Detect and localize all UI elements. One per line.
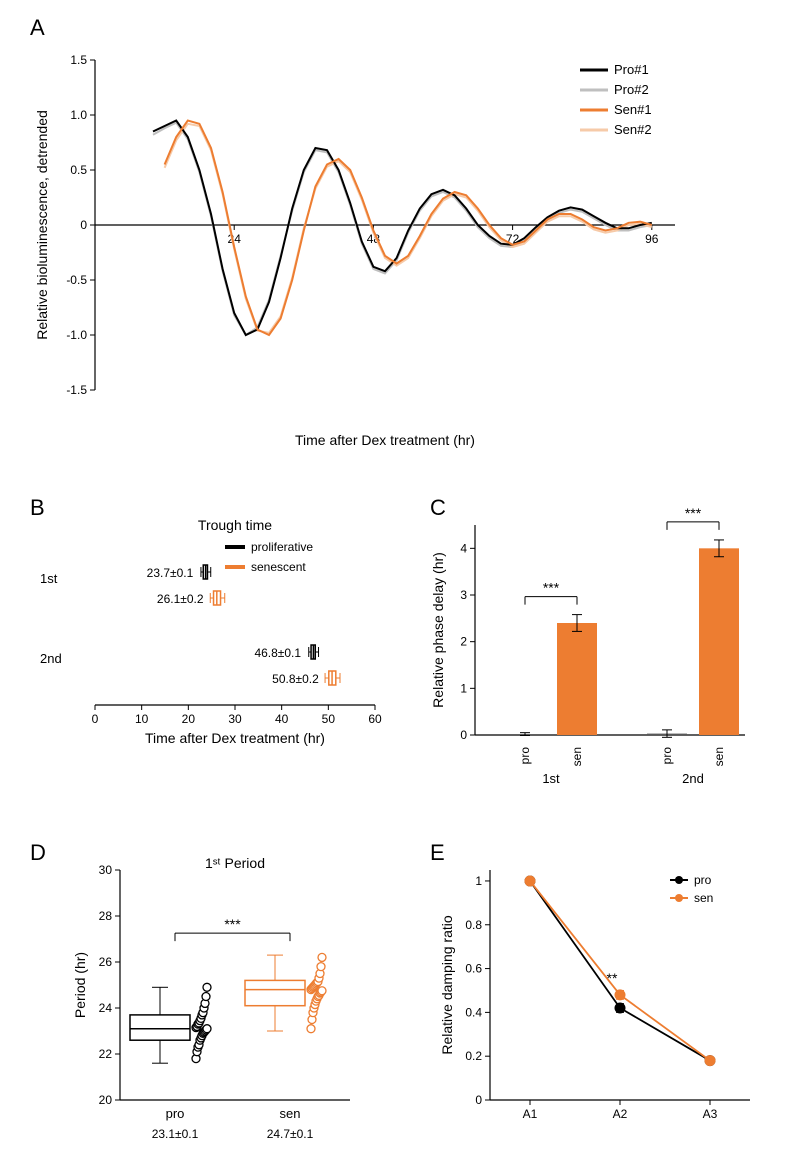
- svg-text:1.5: 1.5: [70, 53, 87, 67]
- svg-text:Relative bioluminescence, detr: Relative bioluminescence, detrended: [34, 110, 50, 340]
- svg-text:22: 22: [99, 1047, 113, 1061]
- svg-text:0.6: 0.6: [465, 962, 482, 976]
- svg-text:-1.0: -1.0: [66, 328, 87, 342]
- svg-text:***: ***: [685, 505, 702, 521]
- svg-text:50.8±0.2: 50.8±0.2: [272, 672, 319, 686]
- svg-text:C: C: [430, 495, 446, 520]
- svg-text:pro: pro: [518, 747, 532, 765]
- svg-text:-0.5: -0.5: [66, 273, 87, 287]
- svg-text:***: ***: [543, 580, 560, 596]
- svg-text:A: A: [30, 15, 45, 40]
- svg-text:0: 0: [92, 712, 99, 726]
- svg-text:sen: sen: [694, 891, 713, 905]
- svg-text:Time after Dex treatment (hr): Time after Dex treatment (hr): [145, 730, 325, 746]
- svg-text:sen: sen: [280, 1106, 301, 1121]
- svg-text:1st: 1st: [542, 771, 560, 786]
- svg-text:0.2: 0.2: [465, 1049, 482, 1063]
- svg-text:senescent: senescent: [251, 560, 306, 574]
- svg-text:Pro#1: Pro#1: [614, 62, 649, 77]
- svg-text:pro: pro: [166, 1106, 185, 1121]
- svg-text:pro: pro: [660, 747, 674, 765]
- svg-text:Sen#2: Sen#2: [614, 122, 652, 137]
- svg-text:24.7±0.1: 24.7±0.1: [267, 1127, 314, 1141]
- svg-text:Relative damping ratio: Relative damping ratio: [439, 915, 455, 1055]
- svg-text:Period (hr): Period (hr): [72, 952, 88, 1018]
- svg-text:2: 2: [460, 635, 467, 649]
- svg-text:1: 1: [475, 874, 482, 888]
- svg-text:A1: A1: [523, 1107, 538, 1121]
- svg-text:A3: A3: [703, 1107, 718, 1121]
- svg-text:sen: sen: [570, 747, 584, 766]
- svg-text:50: 50: [322, 712, 336, 726]
- svg-text:Trough time: Trough time: [198, 517, 272, 533]
- svg-text:23.7±0.1: 23.7±0.1: [147, 566, 194, 580]
- svg-text:1st: 1st: [40, 571, 58, 586]
- svg-text:A2: A2: [613, 1107, 628, 1121]
- svg-text:20: 20: [182, 712, 196, 726]
- svg-text:0: 0: [460, 728, 467, 742]
- svg-text:0.5: 0.5: [70, 163, 87, 177]
- svg-text:Relative phase delay (hr): Relative phase delay (hr): [430, 552, 446, 708]
- svg-text:46.8±0.1: 46.8±0.1: [254, 646, 301, 660]
- svg-text:10: 10: [135, 712, 149, 726]
- svg-text:2nd: 2nd: [682, 771, 704, 786]
- svg-text:B: B: [30, 495, 45, 520]
- svg-text:20: 20: [99, 1093, 113, 1107]
- svg-text:Time after Dex treatment (hr): Time after Dex treatment (hr): [295, 432, 475, 448]
- svg-text:26: 26: [99, 955, 113, 969]
- figure-page: A-1.5-1.0-0.500.51.01.524487296Relative …: [0, 0, 795, 1169]
- svg-text:96: 96: [645, 232, 659, 246]
- svg-text:D: D: [30, 840, 46, 865]
- svg-text:60: 60: [368, 712, 382, 726]
- svg-text:23.1±0.1: 23.1±0.1: [152, 1127, 199, 1141]
- svg-text:***: ***: [224, 916, 241, 932]
- svg-text:0: 0: [80, 218, 87, 232]
- svg-text:sen: sen: [712, 747, 726, 766]
- svg-text:1ˢᵗ Period: 1ˢᵗ Period: [205, 855, 265, 871]
- svg-text:0.8: 0.8: [465, 918, 482, 932]
- svg-text:0.4: 0.4: [465, 1005, 482, 1019]
- svg-text:3: 3: [460, 588, 467, 602]
- svg-text:proliferative: proliferative: [251, 540, 313, 554]
- svg-text:24: 24: [99, 1001, 113, 1015]
- svg-text:**: **: [607, 970, 618, 986]
- svg-text:E: E: [430, 840, 445, 865]
- svg-text:26.1±0.2: 26.1±0.2: [157, 592, 204, 606]
- svg-text:Pro#2: Pro#2: [614, 82, 649, 97]
- svg-text:1.0: 1.0: [70, 108, 87, 122]
- svg-text:2nd: 2nd: [40, 651, 62, 666]
- svg-text:0: 0: [475, 1093, 482, 1107]
- svg-text:1: 1: [460, 681, 467, 695]
- svg-text:30: 30: [99, 863, 113, 877]
- svg-text:pro: pro: [694, 873, 712, 887]
- svg-text:Sen#1: Sen#1: [614, 102, 652, 117]
- svg-text:-1.5: -1.5: [66, 383, 87, 397]
- svg-text:4: 4: [460, 541, 467, 555]
- svg-text:30: 30: [228, 712, 242, 726]
- svg-text:28: 28: [99, 909, 113, 923]
- figure-svg: A-1.5-1.0-0.500.51.01.524487296Relative …: [0, 0, 795, 1169]
- svg-text:40: 40: [275, 712, 289, 726]
